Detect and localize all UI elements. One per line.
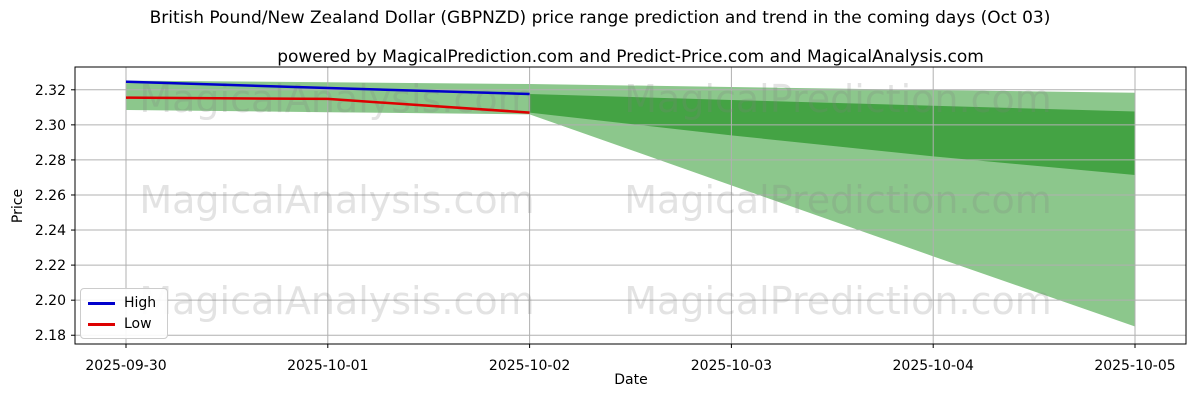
x-tick-label: 2025-10-01 <box>287 358 368 374</box>
x-axis-label: Date <box>614 372 647 388</box>
series-line-high <box>125 80 530 96</box>
y-tick-label: 2.30 <box>35 118 66 134</box>
watermark-text: MagicalPrediction.com <box>624 279 1052 323</box>
legend-item-high: High <box>88 294 159 312</box>
y-tick-label: 2.26 <box>35 188 66 204</box>
legend-low-line-swatch <box>88 322 115 326</box>
x-tick-label: 2025-10-05 <box>1094 358 1175 374</box>
y-tick-label: 2.28 <box>35 153 66 169</box>
plot-border <box>74 66 1187 345</box>
watermark-text: MagicalAnalysis.com <box>139 178 534 222</box>
watermark-text: MagicalPrediction.com <box>624 178 1052 222</box>
x-tick-label: 2025-10-02 <box>489 358 570 374</box>
legend-high-line-swatch <box>88 301 115 305</box>
watermark-text: MagicalPrediction.com <box>624 77 1052 121</box>
watermark-text: MagicalAnalysis.com <box>139 279 534 323</box>
x-tick-label: 2025-10-04 <box>893 358 974 374</box>
y-tick-label: 2.24 <box>35 223 66 239</box>
band-forecast-inner <box>529 93 1135 175</box>
x-tick-label: 2025-10-03 <box>691 358 772 374</box>
legend-low-label: Low <box>124 316 152 332</box>
y-axis-label: Price <box>10 189 26 223</box>
legend-item-low: Low <box>88 315 159 333</box>
legend-high-label: High <box>124 295 157 311</box>
series-line-low <box>125 96 530 114</box>
y-tick-label: 2.20 <box>35 293 66 309</box>
x-tick-label: 2025-09-30 <box>85 358 166 374</box>
chart-title: British Pound/New Zealand Dollar (GBPNZD… <box>149 8 1051 28</box>
y-tick-label: 2.18 <box>35 328 66 344</box>
y-tick-label: 2.32 <box>35 83 66 99</box>
chart-subtitle: powered by MagicalPrediction.com and Pre… <box>277 47 984 67</box>
legend: High Low <box>80 288 168 339</box>
y-tick-label: 2.22 <box>35 258 66 274</box>
